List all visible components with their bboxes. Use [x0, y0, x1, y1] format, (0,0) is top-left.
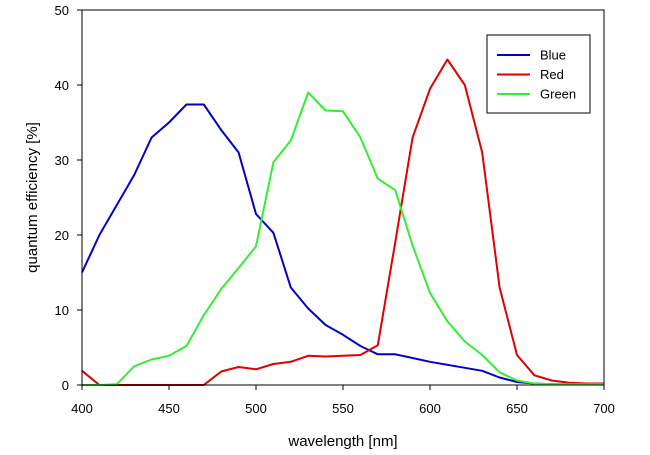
y-tick-label: 40: [55, 78, 69, 93]
y-tick-label: 0: [62, 378, 69, 393]
legend-label-red: Red: [540, 67, 564, 82]
x-tick-label: 550: [332, 401, 354, 416]
legend: Blue Red Green: [486, 34, 591, 114]
series-line-green: [82, 91, 604, 386]
y-tick-label: 30: [55, 153, 69, 168]
y-axis-label: quantum efficiency [%]: [24, 122, 41, 273]
legend-label-blue: Blue: [540, 48, 566, 63]
y-tick-label: 10: [55, 303, 69, 318]
y-axis: 0 10 20 30 40 50: [55, 3, 82, 393]
x-tick-label: 650: [506, 401, 528, 416]
legend-label-green: Green: [540, 87, 576, 102]
x-tick-label: 700: [593, 401, 615, 416]
x-tick-label: 500: [245, 401, 267, 416]
x-tick-label: 400: [71, 401, 93, 416]
series-line-blue: [81, 103, 604, 386]
x-axis-label: wavelength [nm]: [287, 433, 397, 450]
x-tick-label: 600: [419, 401, 441, 416]
x-tick-label: 450: [158, 401, 180, 416]
y-tick-label: 50: [55, 3, 69, 18]
x-axis: 400 450 500 550 600 650 700: [71, 385, 615, 416]
y-tick-label: 20: [55, 228, 69, 243]
legend-items: Blue Red Green: [497, 48, 576, 102]
